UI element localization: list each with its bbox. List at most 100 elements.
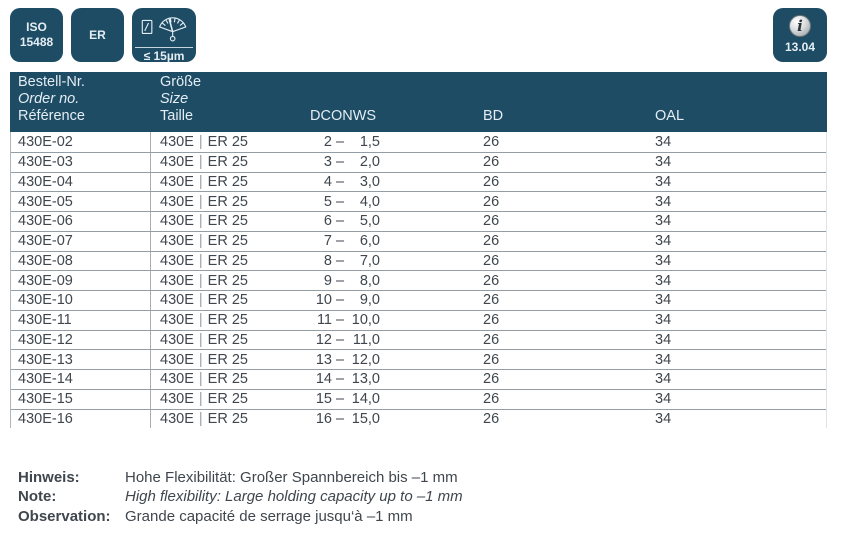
table-row: 430E-12 430E | ER 25 12–11,0 26 34 — [11, 329, 826, 350]
order-no-cell: 430E-12 — [18, 331, 73, 348]
size-cell: 430E | ER 25 — [150, 350, 310, 369]
note-text-en: High flexibility: Large holding capacity… — [125, 488, 463, 506]
table-row: 430E-11 430E | ER 25 11–10,0 26 34 — [11, 309, 826, 330]
size-cell: 430E | ER 25 — [150, 409, 310, 429]
oal-cell: 34 — [655, 351, 672, 368]
dconws-to: 4,0 — [359, 193, 380, 210]
header-size-de: Größe — [160, 74, 202, 90]
size-separator: | — [198, 371, 203, 388]
runout-badge-label: ≤ 15µm — [135, 47, 193, 64]
oal-cell: 34 — [655, 312, 672, 329]
bd-cell: 26 — [483, 312, 500, 329]
dconws-from: 8 — [323, 252, 332, 269]
size-series: 430E — [160, 193, 194, 210]
dconws-dash: – — [335, 133, 345, 150]
size-series: 430E — [160, 371, 194, 388]
oal-cell: 34 — [655, 331, 672, 348]
dconws-dash: – — [335, 371, 345, 388]
header-order-no-en: Order no. — [18, 91, 80, 107]
header-size: Größe Size Taille — [150, 72, 310, 132]
dconws-from: 10 — [315, 292, 332, 309]
order-no-cell: 430E-04 — [18, 173, 73, 190]
standards-badges: ISO 15488 ER — [10, 8, 196, 64]
size-cell: 430E | ER 25 — [150, 291, 310, 310]
table-header: Bestell-Nr. Order no. Référence Größe Si… — [10, 72, 827, 132]
size-series: 430E — [160, 213, 194, 230]
size-separator: | — [198, 213, 203, 230]
bd-cell: 26 — [483, 154, 500, 171]
dconws-cell: 10–9,0 — [310, 292, 483, 308]
dconws-to: 7,0 — [359, 252, 380, 269]
oal-cell: 34 — [655, 252, 672, 269]
table-row: 430E-02 430E | ER 25 2–1,5 26 34 — [11, 132, 826, 152]
oal-cell: 34 — [655, 193, 672, 210]
table-row: 430E-09 430E | ER 25 9–8,0 26 34 — [11, 270, 826, 290]
table-row: 430E-10 430E | ER 25 10–9,0 26 34 — [11, 290, 826, 310]
table-row: 430E-05 430E | ER 25 5–4,0 26 34 — [11, 191, 826, 211]
size-series: 430E — [160, 410, 194, 427]
dconws-from: 14 — [315, 371, 332, 388]
size-separator: | — [198, 312, 203, 329]
dconws-dash: – — [335, 331, 345, 348]
size-series: 430E — [160, 391, 194, 408]
table-row: 430E-04 430E | ER 25 4–3,0 26 34 — [11, 171, 826, 192]
size-collet: ER 25 — [207, 133, 248, 150]
dconws-to: 11,0 — [352, 331, 380, 348]
iso-15488-badge: ISO 15488 — [10, 8, 63, 62]
dconws-dash: – — [335, 233, 345, 250]
dconws-dash: – — [335, 252, 345, 269]
size-series: 430E — [160, 133, 194, 150]
size-collet: ER 25 — [207, 351, 248, 368]
oal-cell: 34 — [655, 154, 672, 171]
runout-gauge-icon — [135, 10, 193, 47]
order-no-cell: 430E-07 — [18, 233, 73, 250]
order-no-cell: 430E-10 — [18, 292, 73, 309]
bd-cell: 26 — [483, 133, 500, 150]
size-separator: | — [198, 233, 203, 250]
dconws-from: 9 — [323, 272, 332, 289]
iso-badge-line1: ISO — [26, 20, 47, 34]
size-separator: | — [198, 292, 203, 309]
er-badge-label: ER — [89, 27, 106, 42]
header-dconws: DCONWS — [310, 108, 377, 124]
header-size-en: Size — [160, 91, 189, 107]
dconws-from: 2 — [323, 133, 332, 150]
header-bd: BD — [483, 108, 504, 124]
bd-cell: 26 — [483, 292, 500, 309]
product-table: Bestell-Nr. Order no. Référence Größe Si… — [10, 72, 827, 429]
order-no-cell: 430E-08 — [18, 252, 73, 269]
header-size-fr: Taille — [160, 108, 194, 124]
oal-cell: 34 — [655, 371, 672, 388]
size-cell: 430E | ER 25 — [150, 192, 310, 211]
size-series: 430E — [160, 173, 194, 190]
order-no-cell: 430E-13 — [18, 351, 73, 368]
dconws-to: 6,0 — [359, 233, 380, 250]
size-cell: 430E | ER 25 — [150, 132, 310, 152]
table-body: 430E-02 430E | ER 25 2–1,5 26 34 430E-03… — [10, 132, 827, 429]
dconws-dash: – — [335, 154, 345, 171]
size-cell: 430E | ER 25 — [150, 271, 310, 290]
oal-cell: 34 — [655, 233, 672, 250]
order-no-cell: 430E-09 — [18, 272, 73, 289]
er-badge: ER — [71, 8, 124, 62]
size-separator: | — [198, 154, 203, 171]
order-no-cell: 430E-14 — [18, 371, 73, 388]
dconws-cell: 7–6,0 — [310, 233, 483, 249]
dconws-to: 1,5 — [359, 133, 380, 150]
dconws-cell: 11–10,0 — [310, 312, 483, 328]
size-collet: ER 25 — [207, 213, 248, 230]
bd-cell: 26 — [483, 410, 500, 427]
dconws-cell: 13–12,0 — [310, 352, 483, 368]
size-cell: 430E | ER 25 — [150, 251, 310, 271]
info-badge[interactable]: i 13.04 — [773, 8, 827, 62]
size-series: 430E — [160, 292, 194, 309]
bd-cell: 26 — [483, 252, 500, 269]
info-icon: i — [789, 15, 811, 37]
size-collet: ER 25 — [207, 193, 248, 210]
badges-row: ISO 15488 ER — [10, 8, 827, 64]
order-no-cell: 430E-15 — [18, 391, 73, 408]
size-collet: ER 25 — [207, 371, 248, 388]
header-order-no-de: Bestell-Nr. — [18, 74, 85, 90]
oal-cell: 34 — [655, 410, 672, 427]
size-separator: | — [198, 410, 203, 427]
